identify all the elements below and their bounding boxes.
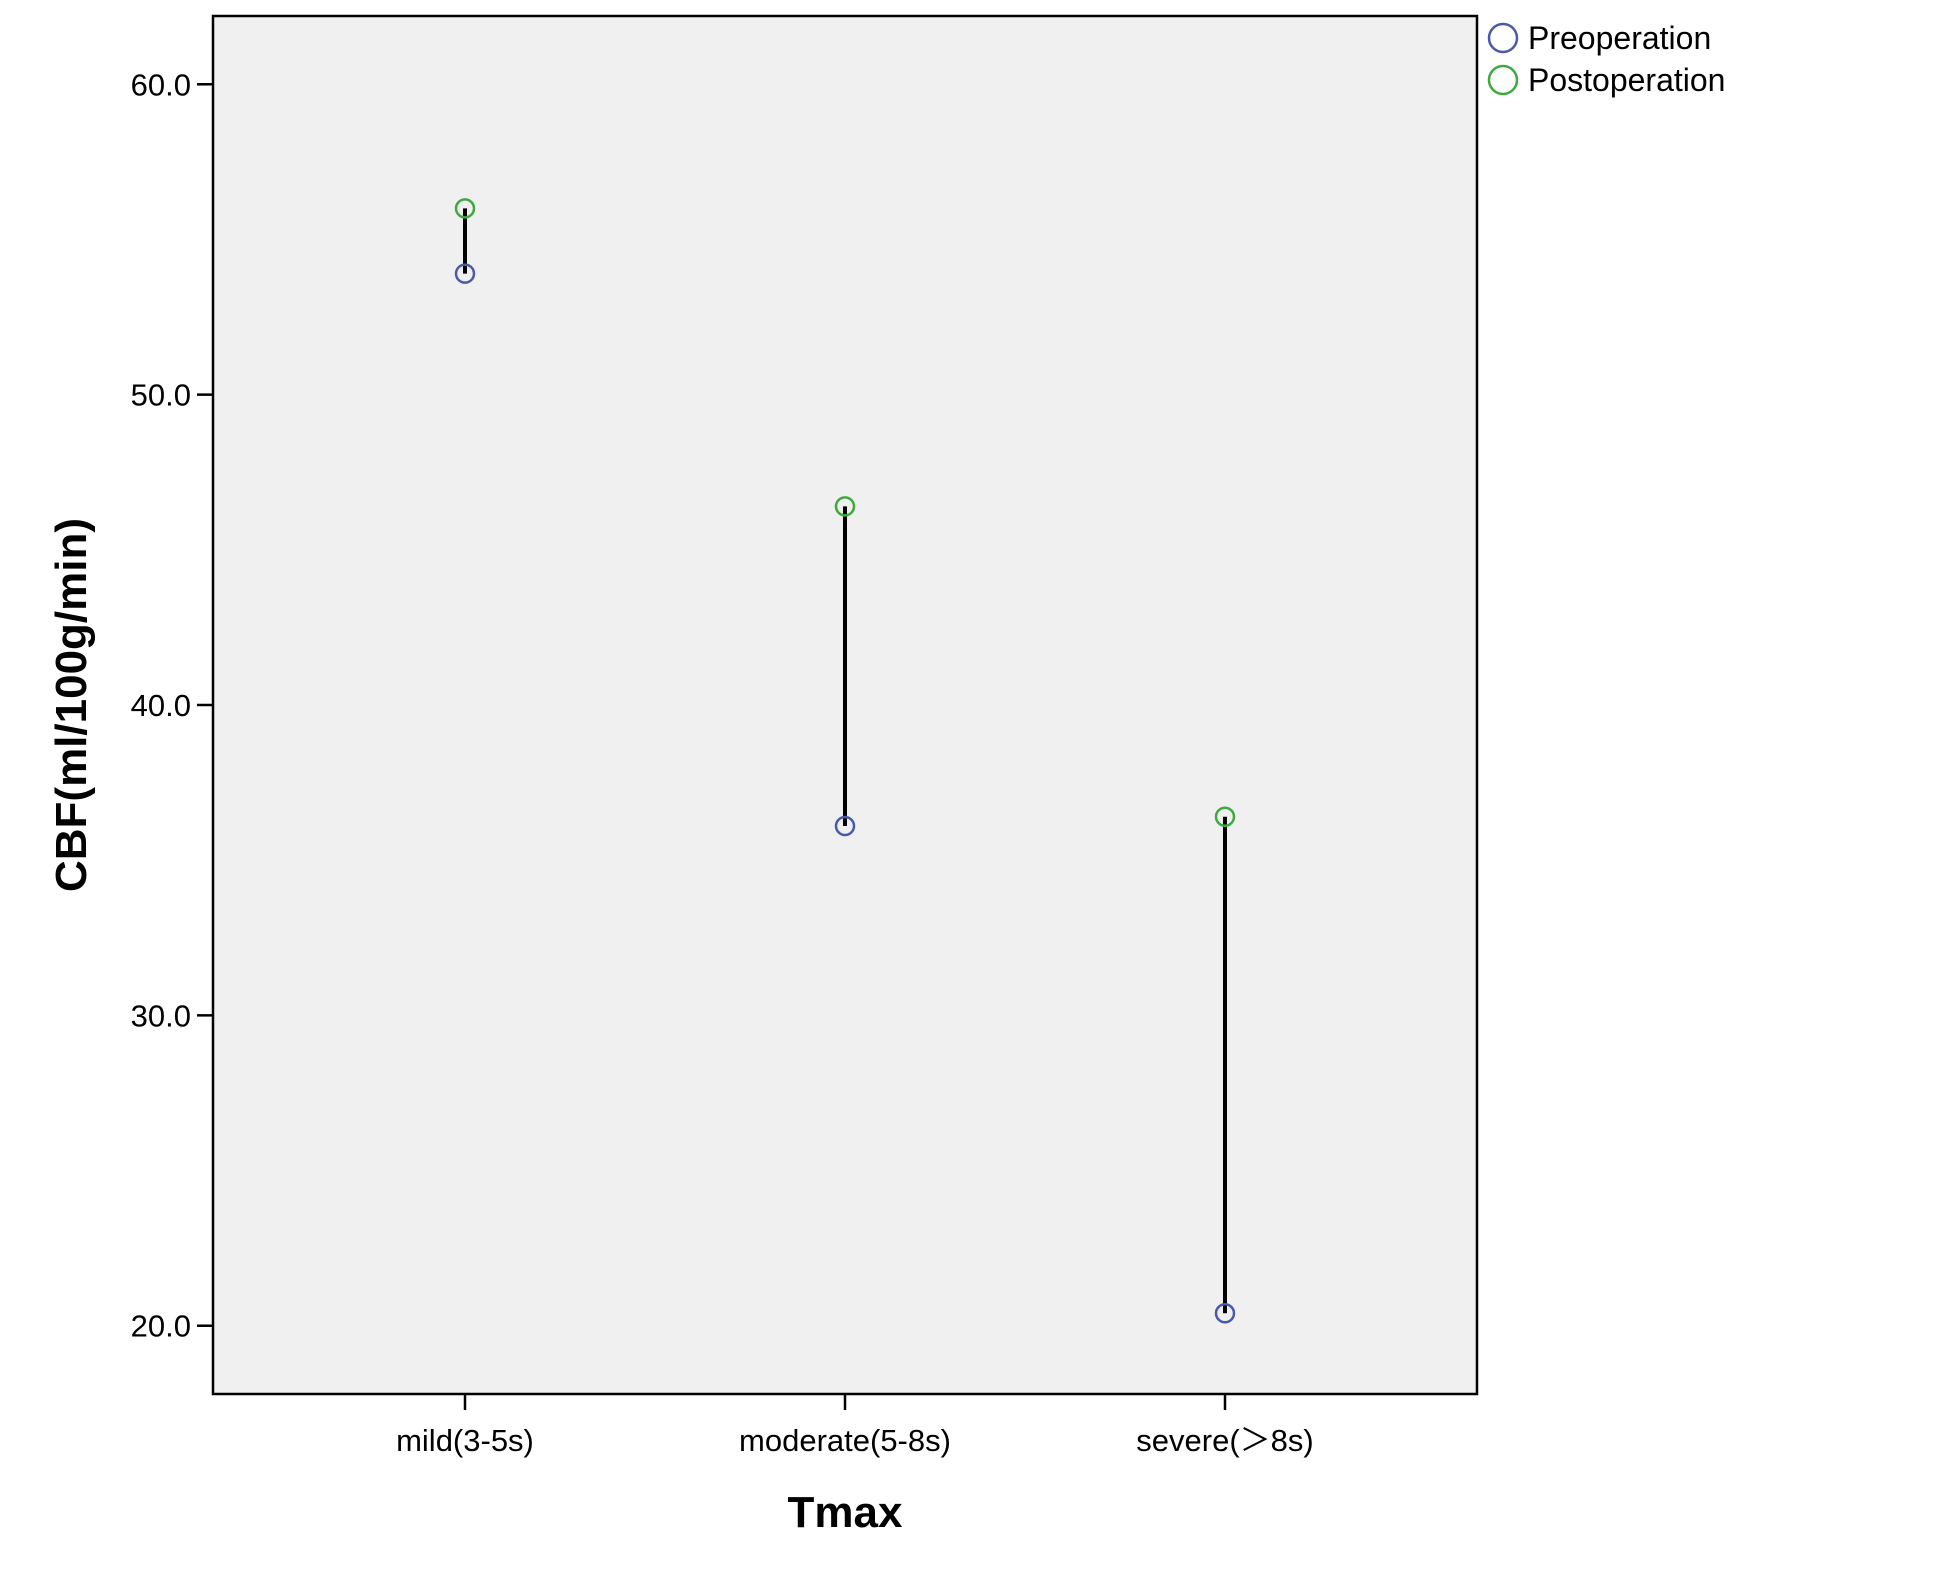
y-tick-label: 20.0 [131,1309,191,1344]
y-tick-label: 60.0 [131,67,191,102]
preoperation-point [454,263,476,284]
y-axis-title: CBF(ml/100g/min) [47,518,96,892]
legend-marker [1487,64,1519,96]
legend-label: Preoperation [1528,20,1711,56]
x-tick-label: severe(＞8s) [1136,1423,1313,1458]
preoperation-point [1214,1303,1236,1324]
x-tick-label: moderate(5-8s) [739,1423,951,1458]
markers [454,198,1236,1324]
y-tick-label: 50.0 [131,378,191,413]
postoperation-point [1214,806,1236,827]
legend: Preoperation Postoperation [1487,20,1725,98]
droplines [463,208,1227,1314]
postoperation-point [454,198,476,219]
legend-label: Postoperation [1528,62,1725,98]
postoperation-point [834,496,856,517]
legend-marker [1487,22,1519,54]
y-tick-label: 40.0 [131,688,191,723]
x-axis: mild(3-5s) moderate(5-8s) severe(＞8s) [396,1394,1314,1458]
x-tick-label: mild(3-5s) [396,1423,534,1458]
x-axis-title: Tmax [788,1488,903,1537]
y-tick-label: 30.0 [131,998,191,1033]
y-axis: 20.0 30.0 40.0 50.0 60.0 [131,67,213,1344]
preoperation-point [834,815,856,837]
